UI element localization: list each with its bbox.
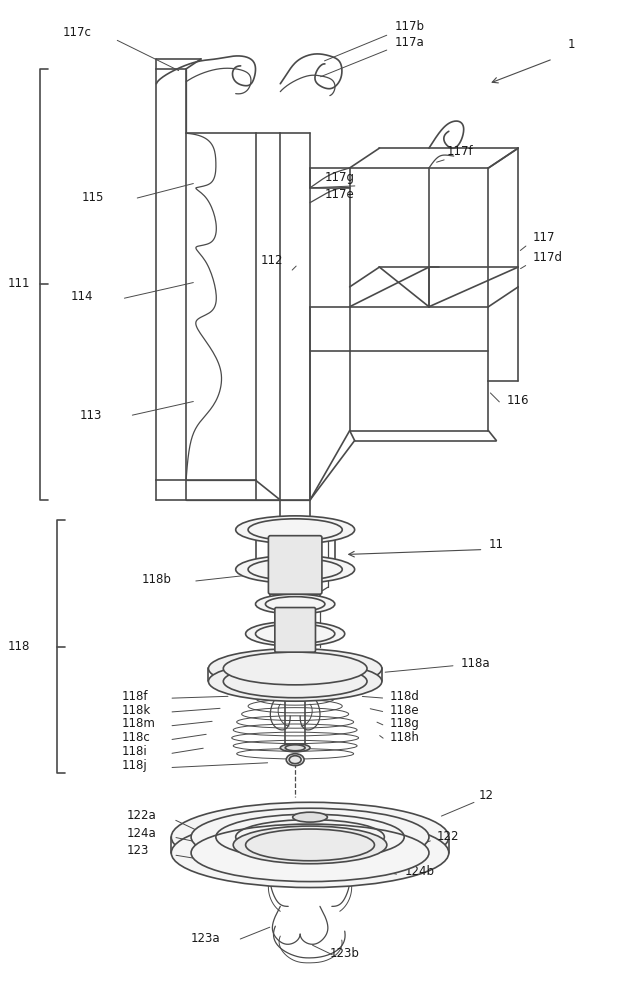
Text: 118m: 118m: [121, 717, 156, 730]
Ellipse shape: [289, 756, 301, 764]
Ellipse shape: [223, 652, 367, 685]
Text: 1: 1: [568, 38, 575, 51]
Ellipse shape: [248, 519, 342, 541]
Text: 117a: 117a: [394, 36, 424, 49]
Ellipse shape: [255, 594, 335, 614]
Text: 118g: 118g: [389, 717, 419, 730]
Ellipse shape: [208, 662, 382, 701]
Text: 123a: 123a: [191, 932, 221, 945]
Text: 118a: 118a: [461, 657, 490, 670]
Ellipse shape: [245, 621, 345, 646]
Text: 117e: 117e: [325, 188, 355, 201]
Ellipse shape: [236, 516, 354, 544]
Text: 118c: 118c: [121, 731, 150, 744]
Text: 124a: 124a: [126, 827, 156, 840]
Text: 118e: 118e: [389, 704, 419, 717]
Text: 114: 114: [70, 290, 93, 303]
Ellipse shape: [191, 824, 429, 882]
Ellipse shape: [172, 802, 449, 872]
Text: 118k: 118k: [121, 704, 151, 717]
Text: 118j: 118j: [121, 759, 148, 772]
Ellipse shape: [255, 624, 335, 644]
Text: 118h: 118h: [389, 731, 419, 744]
Text: 117c: 117c: [62, 26, 91, 39]
Text: 118: 118: [8, 640, 30, 653]
FancyBboxPatch shape: [269, 536, 322, 594]
Ellipse shape: [245, 829, 374, 861]
Text: 118f: 118f: [121, 690, 148, 703]
Ellipse shape: [280, 744, 310, 752]
Text: 112: 112: [260, 254, 283, 267]
FancyBboxPatch shape: [275, 608, 316, 652]
Text: 117d: 117d: [533, 251, 563, 264]
Text: 122a: 122a: [126, 809, 156, 822]
Ellipse shape: [265, 597, 325, 612]
Text: 118b: 118b: [141, 573, 172, 586]
Text: 116: 116: [506, 394, 529, 407]
Text: 123b: 123b: [330, 947, 360, 960]
Text: 117: 117: [533, 231, 555, 244]
Text: 12: 12: [478, 789, 493, 802]
Ellipse shape: [293, 812, 327, 822]
Text: 124b: 124b: [404, 865, 434, 878]
Ellipse shape: [208, 649, 382, 688]
Ellipse shape: [236, 556, 354, 583]
Text: 122: 122: [437, 830, 459, 843]
Ellipse shape: [191, 808, 429, 866]
Text: 117g: 117g: [325, 171, 355, 184]
Ellipse shape: [285, 745, 305, 751]
Text: 118d: 118d: [389, 690, 419, 703]
Text: 111: 111: [8, 277, 30, 290]
Text: 123: 123: [126, 844, 149, 857]
Text: 118i: 118i: [121, 745, 148, 758]
Text: 113: 113: [80, 409, 103, 422]
Ellipse shape: [233, 826, 387, 864]
Text: 117b: 117b: [394, 20, 424, 33]
Ellipse shape: [223, 665, 367, 698]
Text: 115: 115: [82, 191, 105, 204]
Ellipse shape: [286, 754, 304, 766]
Text: 117f: 117f: [447, 145, 473, 158]
Ellipse shape: [172, 818, 449, 888]
Text: 11: 11: [488, 538, 503, 551]
Ellipse shape: [248, 558, 342, 580]
